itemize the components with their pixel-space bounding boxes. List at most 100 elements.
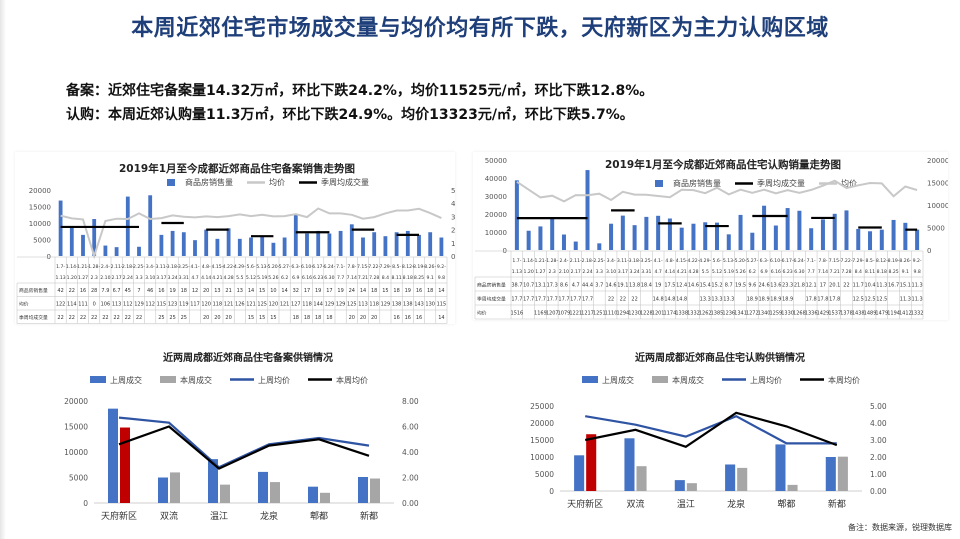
legend-label: 季周均成交量: [321, 177, 369, 187]
table-category-label: 7.21: [830, 269, 840, 275]
bar-sales-volume: [271, 242, 276, 256]
table-category-label: 1.21-: [77, 264, 89, 270]
table-cell: 12: [192, 288, 198, 294]
table-cell: 111: [78, 302, 88, 308]
table-cell: 10.7: [523, 283, 534, 289]
y-tick-label: 20000: [64, 397, 88, 406]
bar-sales-volume: [620, 215, 625, 250]
y2-tick-label: 5000: [927, 225, 945, 233]
y2-tick-label: 8.00: [402, 397, 419, 406]
legend-label: 商品房销售量: [185, 177, 233, 187]
table-cell: 1207: [546, 311, 559, 317]
line-this-week-price: [584, 411, 838, 449]
x-tick-label: 天府新区: [567, 498, 603, 510]
y-tick-label: 15000: [29, 204, 51, 212]
table-cell: 1378: [840, 311, 853, 317]
table-cell: 138: [392, 302, 402, 308]
y-tick-label: 5000: [33, 237, 51, 245]
page-title: 本周近郊住宅市场成交量与均价均有所下跌，天府新区为主力认购区域: [131, 16, 829, 41]
bar-sales-volume: [226, 228, 231, 256]
table-category-label: 7.29-: [379, 264, 391, 270]
legend-swatch: [90, 376, 106, 383]
table-cell: 120: [201, 302, 211, 308]
table-cell: 1294: [616, 311, 629, 317]
table-category-label: 8.5-: [866, 258, 875, 264]
table-category-label: 8.18: [877, 269, 887, 275]
table-cell: 22: [91, 315, 97, 321]
table-cell: 22: [631, 297, 637, 303]
table-category-label: 4.7: [654, 269, 661, 275]
table-category-label: 2.24: [123, 275, 133, 281]
bar-sales-volume: [405, 230, 410, 256]
legend-swatch: [160, 376, 176, 383]
table-cell: 18: [304, 315, 310, 321]
table-cell: 22: [843, 283, 849, 289]
bar-this-week: [370, 478, 380, 503]
table-cell: 13.8: [629, 283, 640, 289]
table-cell: 44.4: [582, 283, 593, 289]
table-cell: 14.8: [664, 297, 675, 303]
table-cell: 121: [224, 302, 234, 308]
line-this-week-price: [118, 425, 370, 470]
bar-sales-volume: [773, 225, 778, 250]
bar-last-week: [108, 408, 118, 503]
table-category-label: 4.7: [191, 275, 198, 281]
table-cell: 11.7: [853, 283, 864, 289]
table-category-label: 6.3-: [760, 258, 769, 264]
bar-sales-volume: [691, 223, 696, 250]
y-tick-label: 20000: [485, 211, 507, 219]
table-cell: 18: [427, 288, 433, 294]
table-cell: 20: [360, 315, 366, 321]
table-cell: 11.3: [912, 297, 923, 303]
y-tick-label: 15000: [530, 436, 554, 445]
table-cell: 1330: [781, 311, 794, 317]
table-cell: 20: [371, 315, 377, 321]
table-category-label: 4.15-: [211, 264, 223, 270]
table-cell: 16: [405, 315, 411, 321]
y-tick-label: 5000: [69, 474, 88, 483]
table-cell: 118: [213, 302, 223, 308]
y-tick-label: 20000: [530, 419, 554, 428]
table-cell: 19: [405, 288, 411, 294]
table-category-label: 6.23: [313, 275, 323, 281]
table-cell: 120: [269, 302, 279, 308]
table-cell: 13: [214, 288, 220, 294]
legend-label: 本周均价: [336, 375, 368, 385]
table-cell: 4.7: [572, 283, 580, 289]
table-category-label: 4.22-: [223, 264, 235, 270]
table-category-label: 6.24-: [793, 258, 805, 264]
table-category-label: 5.5: [702, 269, 709, 275]
table-cell: 13.3: [700, 297, 711, 303]
bar-sales-volume: [282, 237, 287, 256]
table-cell: 46: [147, 288, 153, 294]
bar-this-week: [636, 466, 647, 491]
legend-label: 本周成交: [180, 375, 212, 385]
bar-sales-volume: [372, 232, 377, 256]
subscription-supply-panel: 近两周成都近郊商品住宅认购供销情况 上周成交 本周成交 上周均价 本周均价 0 5000 10…: [520, 345, 900, 530]
table-cell: 22: [608, 297, 614, 303]
bar-sales-volume: [193, 240, 197, 256]
table-category-label: 4.1-: [191, 264, 200, 270]
table-cell: 12.1: [806, 283, 817, 289]
table-cell: 1537: [828, 311, 841, 317]
table-category-label: 3.31: [641, 269, 651, 275]
y-tick-label: 0: [83, 499, 88, 508]
bar-sales-volume: [538, 226, 543, 250]
table-cell: 7: [137, 288, 140, 294]
table-category-label: 1.13: [55, 275, 65, 281]
table-cell: 1194: [887, 311, 900, 317]
table-category-label: 8.26-: [899, 258, 911, 264]
table-cell: 16: [158, 288, 164, 294]
table-cell: 1438: [852, 311, 865, 317]
table-category-label: 2.3: [549, 269, 556, 275]
bar-sales-volume: [148, 195, 153, 256]
table-category-label: 7.21: [358, 275, 368, 281]
table-cell: 1079: [558, 311, 571, 317]
table-category-label: 8.25: [888, 269, 898, 275]
table-cell: 8.7: [725, 283, 733, 289]
table-category-label: 3.11-: [155, 264, 167, 270]
table-category-label: 2.10: [559, 269, 569, 275]
table-cell: 121: [246, 302, 256, 308]
table-cell: 18: [393, 288, 399, 294]
